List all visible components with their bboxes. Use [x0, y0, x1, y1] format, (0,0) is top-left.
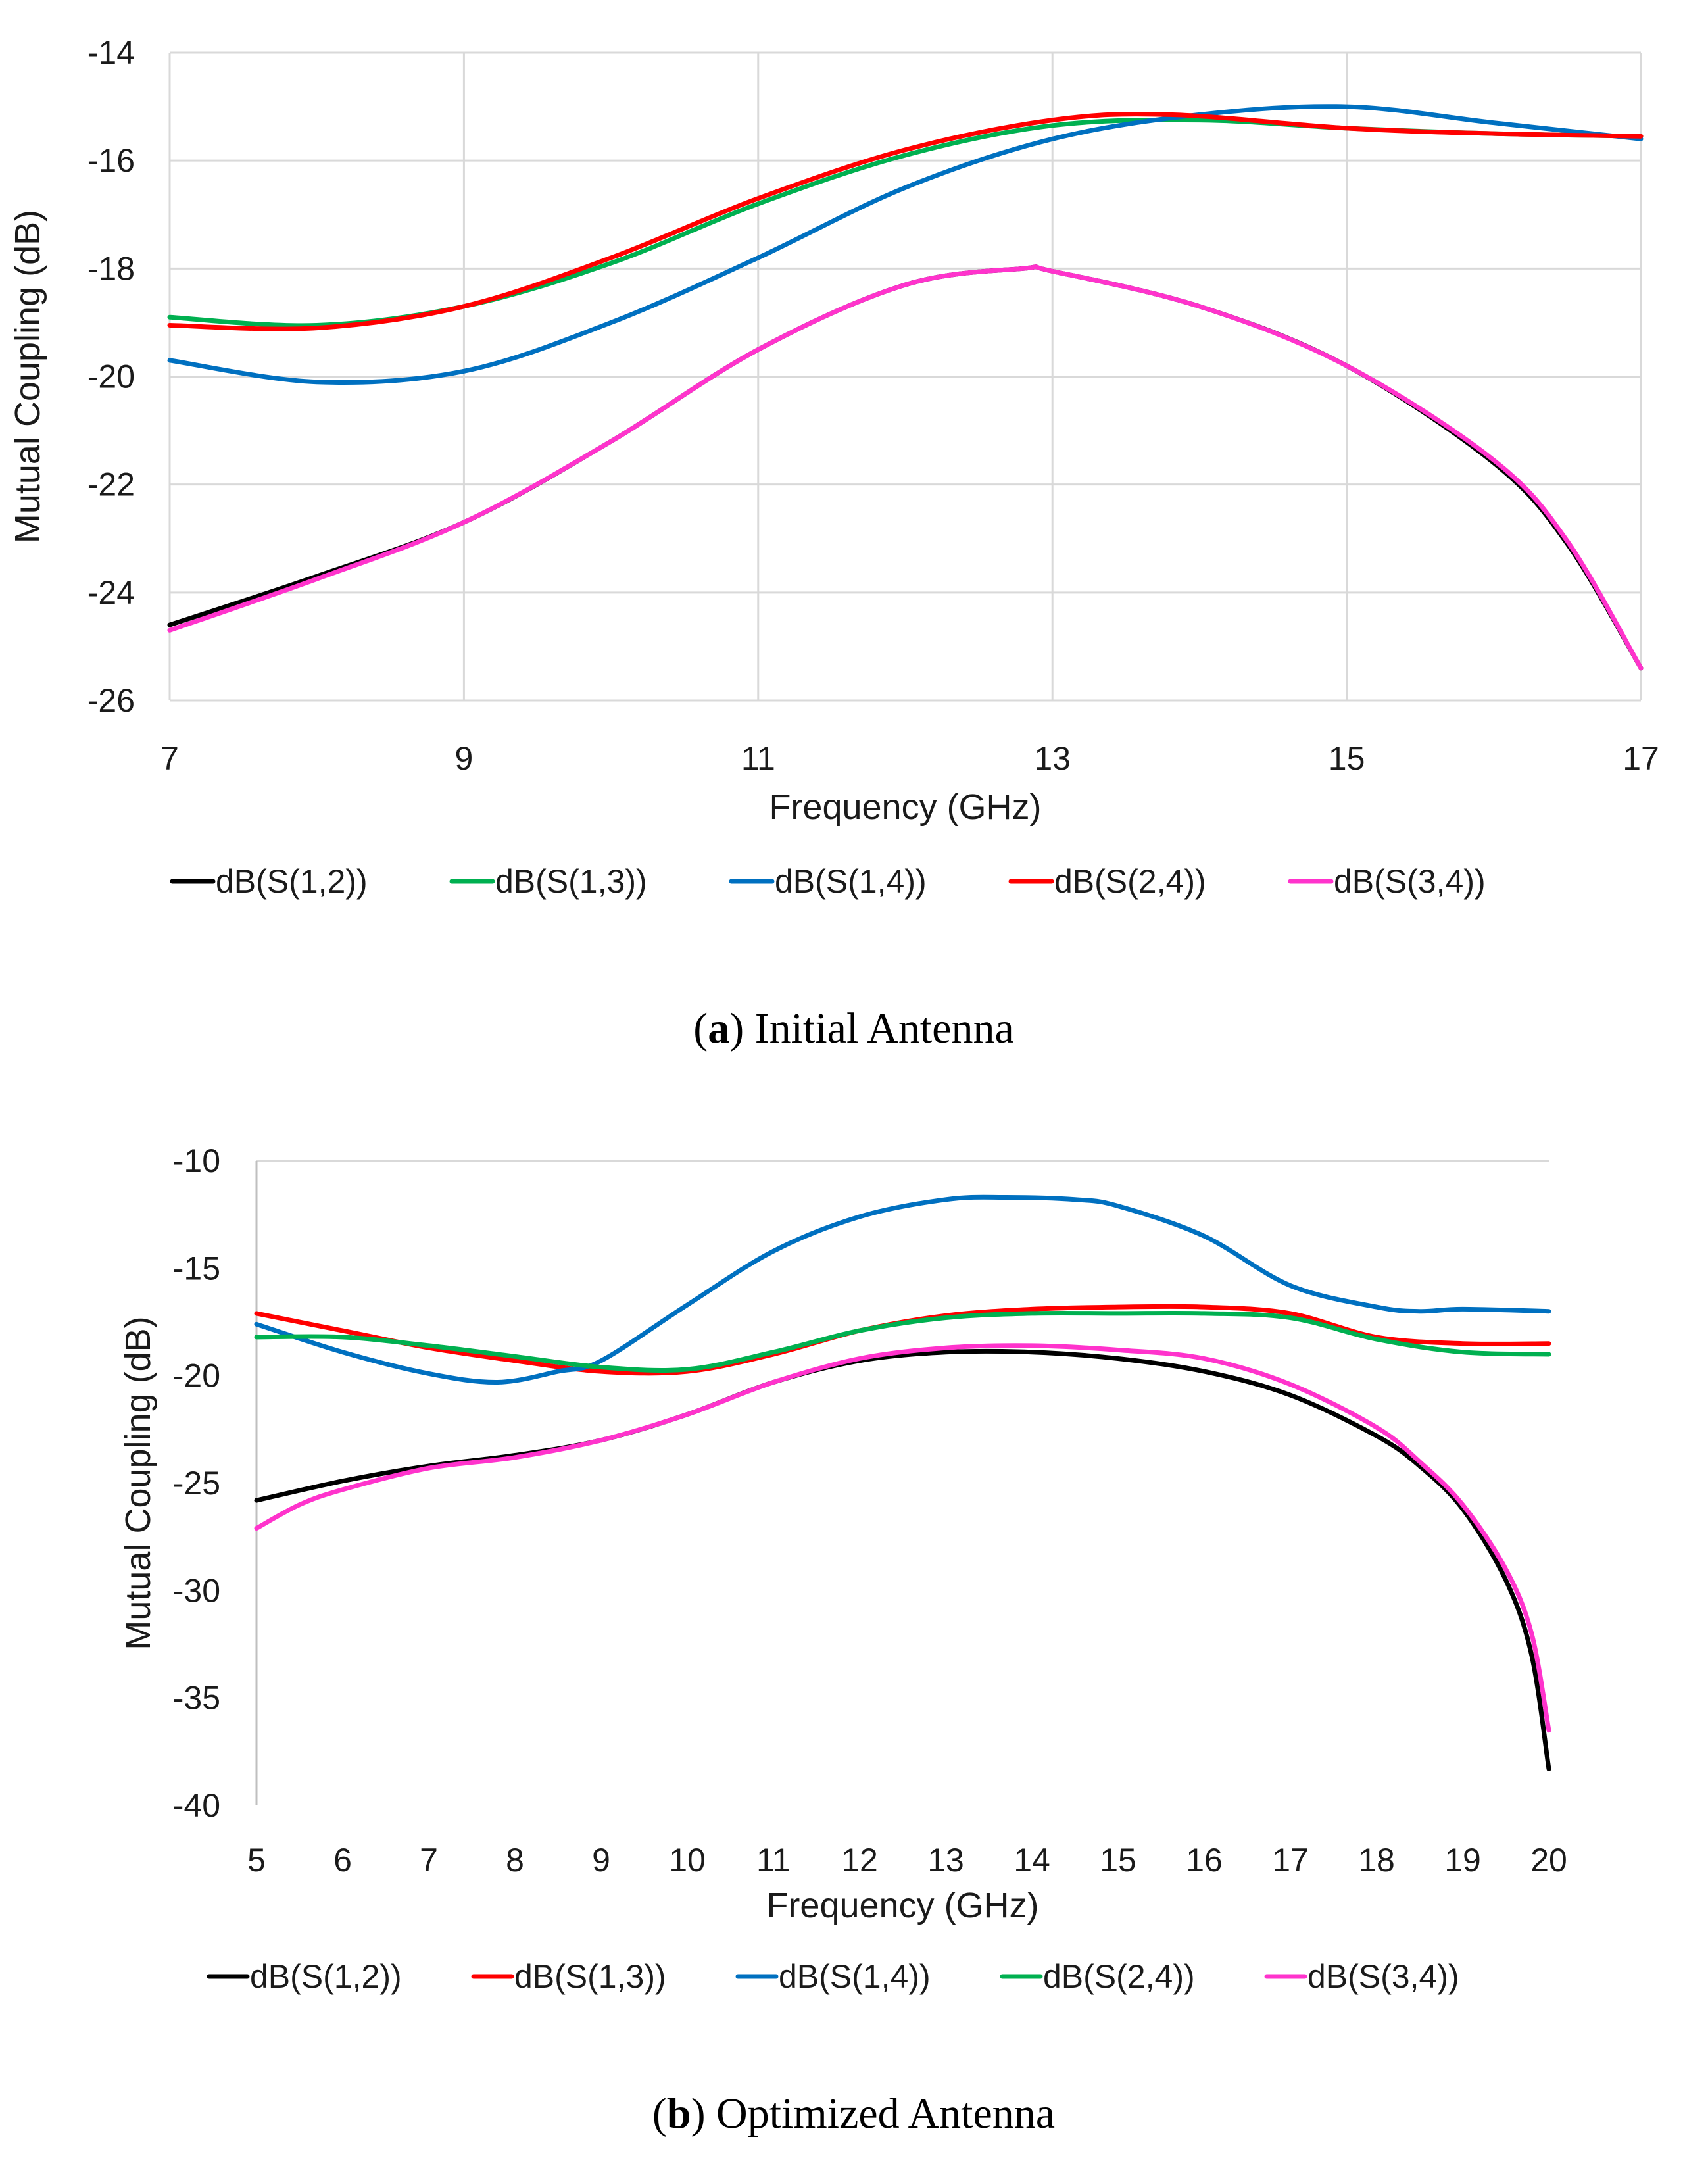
- legend-item: dB(S(1,4)): [729, 863, 927, 900]
- x-tick-label: 15: [1329, 740, 1365, 777]
- x-tick-label: 17: [1272, 1842, 1309, 1878]
- series-line-14: [167, 104, 1644, 385]
- legend-item: dB(S(2,4)): [1008, 863, 1206, 900]
- x-tick-label: 17: [1623, 740, 1659, 777]
- y-tick-label: -15: [173, 1250, 220, 1287]
- legend: dB(S(1,2)) dB(S(1,3)) dB(S(1,4)) dB(S(2,4))…: [207, 1958, 1459, 1995]
- chart-a: -14 -16 -18 -20 -22 -24 -26 7 9 11 13 15 17 Frequency…: [8, 34, 1659, 1052]
- x-tick-label: 6: [333, 1842, 352, 1878]
- y-axis-title: Mutual Coupling (dB): [118, 1316, 158, 1650]
- legend-item: dB(S(1,2)): [207, 1958, 402, 1995]
- y-tick-label: -14: [87, 34, 135, 71]
- y-axis-title: Mutual Coupling (dB): [8, 210, 47, 543]
- x-tick-label: 11: [756, 1842, 791, 1878]
- y-tick-label: -24: [87, 574, 135, 611]
- x-tick-label: 13: [927, 1842, 964, 1878]
- y-tick-label: -18: [87, 250, 135, 287]
- legend-item: dB(S(2,4)): [1000, 1958, 1195, 1995]
- y-tick-label: -25: [173, 1465, 220, 1502]
- legend-label: dB(S(1,4)): [779, 1958, 931, 1995]
- x-axis-title: Frequency (GHz): [766, 1886, 1038, 1925]
- legend-label: dB(S(1,3)): [514, 1958, 666, 1995]
- legend-item: dB(S(1,3)): [471, 1958, 666, 1995]
- legend-label: dB(S(2,4)): [1054, 863, 1206, 900]
- caption-paren-open: (: [693, 1004, 708, 1052]
- x-tick-label: 16: [1186, 1842, 1223, 1878]
- series-line-24: [167, 112, 1644, 331]
- x-axis-title: Frequency (GHz): [769, 787, 1041, 827]
- y-tick-label: -30: [173, 1572, 220, 1609]
- x-tick-label: 5: [247, 1842, 266, 1878]
- series-line-34: [167, 264, 1644, 671]
- y-tick-label: -22: [87, 466, 135, 503]
- legend-label: dB(S(3,4)): [1334, 863, 1486, 900]
- legend-label: dB(S(1,2)): [250, 1958, 402, 1995]
- caption-letter: b: [667, 2090, 691, 2138]
- x-tick-label: 15: [1100, 1842, 1136, 1878]
- legend-item: dB(S(1,2)): [170, 863, 368, 900]
- y-tick-label: -26: [87, 682, 135, 719]
- series-line-24: [254, 1310, 1551, 1373]
- x-tick-label: 9: [592, 1842, 610, 1878]
- x-tick-label: 14: [1013, 1842, 1050, 1878]
- legend-label: dB(S(1,4)): [775, 863, 927, 900]
- y-tick-label: -16: [87, 142, 135, 179]
- series-line-13: [254, 1304, 1551, 1376]
- x-tick-label: 11: [741, 740, 775, 777]
- x-tick-label: 19: [1444, 1842, 1481, 1878]
- plot-area: [168, 51, 1642, 702]
- legend-label: dB(S(1,3)): [495, 863, 647, 900]
- y-tick-label: -35: [173, 1680, 220, 1717]
- series-line-34: [254, 1343, 1551, 1733]
- legend-label: dB(S(2,4)): [1043, 1958, 1195, 1995]
- x-tick-label: 12: [841, 1842, 878, 1878]
- legend-item: dB(S(1,4)): [735, 1958, 931, 1995]
- legend-item: dB(S(3,4)): [1288, 863, 1486, 900]
- x-tick-label: 7: [420, 1842, 438, 1878]
- caption-letter: a: [708, 1004, 729, 1052]
- legend-label: dB(S(1,2)): [216, 863, 368, 900]
- x-tick-label: 13: [1034, 740, 1071, 777]
- x-tick-label: 8: [506, 1842, 524, 1878]
- figure-caption: (b) Optimized Antenna: [652, 2090, 1055, 2138]
- caption-text: ) Initial Antenna: [729, 1004, 1014, 1052]
- plot-area: [255, 1160, 1549, 1805]
- x-tick-label: 18: [1358, 1842, 1395, 1878]
- figure-caption: (a) Initial Antenna: [693, 1004, 1014, 1052]
- y-tick-label: -20: [87, 358, 135, 395]
- legend-label: dB(S(3,4)): [1307, 1958, 1459, 1995]
- series-line-14: [254, 1194, 1551, 1385]
- y-tick-label: -40: [173, 1787, 220, 1824]
- legend: dB(S(1,2)) dB(S(1,3)) dB(S(1,4)) dB(S(2,4))…: [170, 863, 1486, 900]
- chart-b: -10 -15 -20 -25 -30 -35 -40 5 6 7 8 9 10 11 12 13 14 15 16…: [118, 1142, 1567, 2138]
- caption-text: ) Optimized Antenna: [691, 2090, 1056, 2138]
- x-tick-label: 10: [669, 1842, 706, 1878]
- caption-paren-open: (: [652, 2090, 667, 2138]
- x-tick-label: 7: [160, 740, 179, 777]
- series-line-12: [167, 264, 1644, 671]
- x-tick-label: 20: [1530, 1842, 1567, 1878]
- legend-item: dB(S(1,3)): [449, 863, 647, 900]
- series-group: [167, 104, 1644, 671]
- y-tick-label: -10: [173, 1142, 220, 1179]
- series-group: [254, 1194, 1551, 1771]
- x-tick-label: 9: [454, 740, 473, 777]
- legend-item: dB(S(3,4)): [1264, 1958, 1459, 1995]
- y-tick-label: -20: [173, 1358, 220, 1394]
